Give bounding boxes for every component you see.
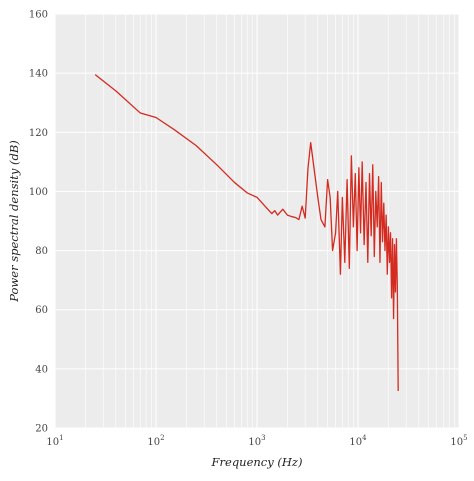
x-tick-exponent: 5 [463, 434, 467, 442]
x-tick-exponent: 2 [160, 434, 164, 442]
y-tick-label: 140 [29, 69, 48, 80]
x-tick-label: 103 [248, 434, 265, 448]
y-tick-labels: 20 40 60 80 100 120 140 160 [29, 10, 48, 435]
x-tick-exponent: 3 [261, 434, 265, 442]
data-series [94, 74, 399, 392]
x-tick-label: 101 [46, 434, 63, 448]
y-tick-label: 120 [29, 128, 48, 139]
y-tick-label: 160 [29, 10, 48, 21]
x-axis-label: Frequency (Hz) [211, 455, 303, 469]
x-tick-exponent: 4 [362, 434, 367, 442]
y-tick-label: 40 [35, 364, 48, 375]
y-tick-label: 60 [35, 305, 48, 316]
x-tick-base: 10 [349, 437, 362, 448]
x-tick-base: 10 [248, 437, 261, 448]
x-tick-label: 104 [349, 434, 367, 448]
x-tick-label: 102 [147, 434, 164, 448]
grid-lines [54, 13, 460, 429]
x-tick-base: 10 [46, 437, 59, 448]
y-tick-label: 20 [35, 424, 48, 435]
x-tick-base: 10 [147, 437, 160, 448]
y-axis-label: Power spectral density (dB) [7, 140, 21, 303]
y-tick-label: 80 [35, 246, 48, 257]
x-tick-base: 10 [450, 437, 463, 448]
x-tick-label: 105 [450, 434, 467, 448]
x-tick-labels: 101 102 103 104 105 [46, 434, 467, 448]
series-line [94, 74, 399, 392]
x-tick-exponent: 1 [59, 434, 63, 442]
y-tick-label: 100 [29, 187, 48, 198]
